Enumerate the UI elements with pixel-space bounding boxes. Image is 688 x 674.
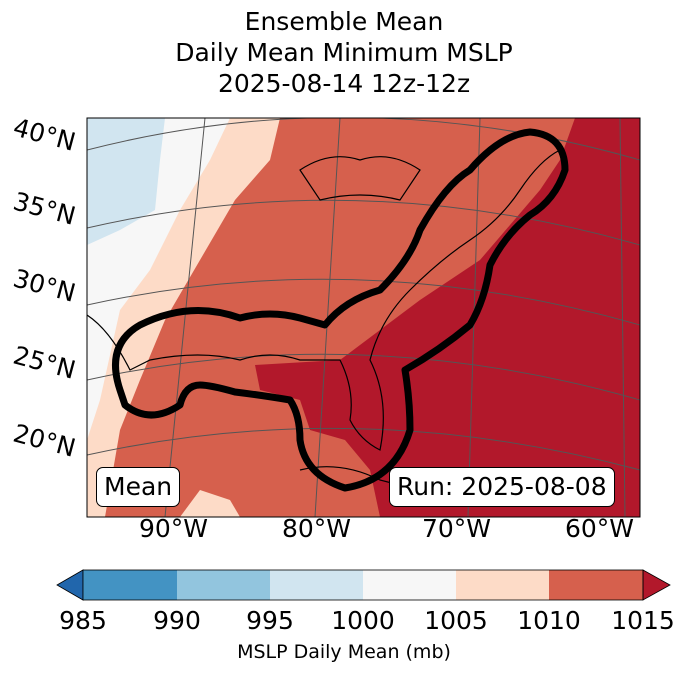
colorbar-tick: 995 (246, 606, 294, 635)
map-frame (86, 117, 641, 518)
colorbar-tick: 1005 (424, 606, 488, 635)
colorbar-segment-995 (270, 570, 363, 600)
lon-label-60: 60°W (565, 514, 635, 543)
colorbar-extend-max (642, 569, 671, 601)
title-line-3: 2025-08-14 12z-12z (217, 69, 471, 98)
colorbar-tick: 1015 (611, 606, 675, 635)
colorbar-tick: 990 (153, 606, 201, 635)
colorbar-tick: 1000 (331, 606, 395, 635)
colorbar-segment-990 (177, 570, 270, 600)
mean-label-box: Mean (96, 467, 181, 507)
colorbar (56, 569, 671, 601)
colorbar-segment-1005 (456, 570, 549, 600)
colorbar-segment-985 (83, 570, 177, 600)
field-white-bottom (180, 490, 240, 517)
colorbar-extend-min (56, 569, 84, 601)
colorbar-tick: 985 (59, 606, 107, 635)
run-label-box: Run: 2025-08-08 (389, 467, 615, 507)
title-line-1: Ensemble Mean (244, 7, 444, 36)
chart-title: Ensemble Mean Daily Mean Minimum MSLP 20… (0, 6, 688, 99)
ensemble-contour (112, 128, 569, 492)
colorbar-label: MSLP Daily Mean (mb) (237, 641, 451, 663)
title-line-2: Daily Mean Minimum MSLP (175, 38, 513, 67)
colorbar-segment-1010 (549, 570, 643, 600)
lon-label-70: 70°W (422, 514, 492, 543)
lon-label-90: 90°W (139, 514, 209, 543)
colorbar-tick: 1010 (517, 606, 581, 635)
lon-label-80: 80°W (282, 514, 352, 543)
field-995-1000 (87, 118, 165, 245)
field-1015-plus (255, 118, 640, 517)
colorbar-segment-1000 (363, 570, 456, 600)
